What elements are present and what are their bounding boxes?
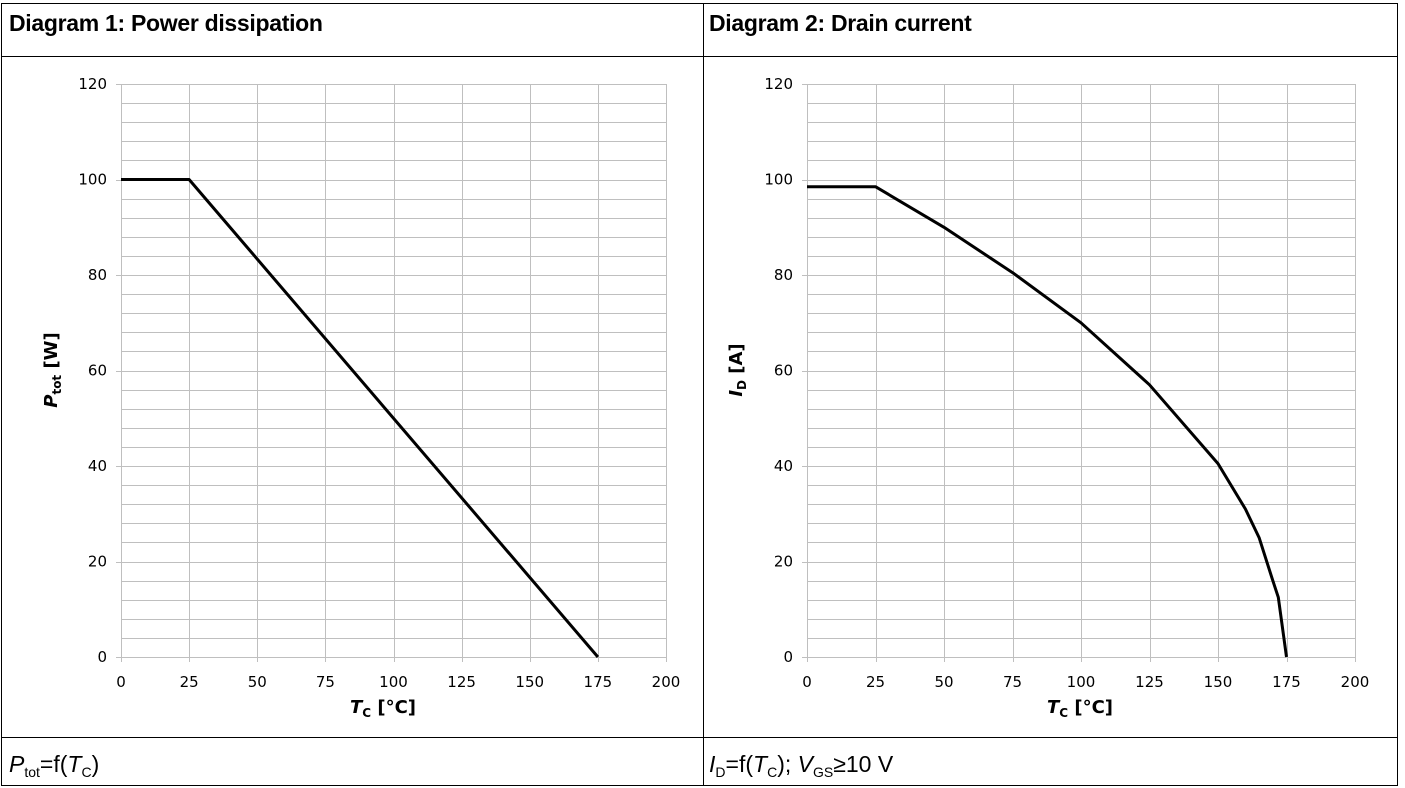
caption-condition-symbol: V [797,751,813,777]
grid [807,84,1356,658]
caption-equals: =f( [39,751,68,777]
caption-equals: =f( [725,751,753,777]
x-axis-label-unit: [°C] [1068,697,1113,718]
y-axis-label-unit: [A] [726,343,747,380]
y-axis-label: Ptot [W] [41,332,64,408]
caption-variable: T [753,751,768,777]
caption-variable-subscript: C [767,764,778,780]
y-tick-label: 40 [774,457,793,475]
caption-close: ); [777,751,798,777]
x-axis-label-subscript: C [1059,706,1068,720]
caption-condition-subscript: GS [812,764,834,780]
x-tick-label: 75 [1003,673,1022,691]
y-tick-label: 0 [97,648,107,666]
x-axis-label-unit: [°C] [371,697,416,718]
y-tick-label: 120 [764,75,793,93]
y-tick-label: 20 [88,553,107,571]
caption-symbol: I [709,751,716,777]
y-tick-label: 20 [774,553,793,571]
title-row-divider [1,56,1397,57]
x-tick-label: 0 [802,673,812,691]
series-line [121,178,600,658]
y-axis-label-symbol: I [726,390,747,397]
x-tick-label: 125 [1135,673,1164,691]
power-dissipation-chart: 0 20 40 60 80 100 120 0 25 50 75 100 125 150 175 200 TC … [41,75,681,720]
left-panel-caption: Ptot=f(TC) [9,751,99,780]
caption-symbol-subscript: tot [24,764,40,780]
x-tick-label: 200 [652,673,681,691]
x-axis-label: TC [°C] [1047,697,1113,720]
right-panel-caption: ID=f(TC); VGS≥10 V [709,751,893,780]
y-tick-label: 0 [783,648,793,666]
y-tick-label: 40 [88,457,107,475]
caption-variable: T [67,751,82,777]
x-tick-label: 200 [1341,673,1370,691]
y-tick-label: 120 [78,75,107,93]
y-tick-label: 60 [88,362,107,380]
x-tick-label: 50 [248,673,267,691]
x-tick-label: 75 [316,673,335,691]
x-tick-label: 0 [116,673,126,691]
x-tick-label: 50 [934,673,953,691]
y-axis-label-subscript: tot [50,375,64,395]
x-tick-label: 100 [379,673,408,691]
y-tick-label: 80 [774,266,793,284]
y-tick-label: 80 [88,266,107,284]
x-tick-label: 125 [447,673,476,691]
caption-symbol: P [9,751,25,777]
y-tick-label: 100 [764,171,793,189]
x-tick-label: 25 [180,673,199,691]
x-tick-label: 175 [1272,673,1301,691]
x-tick-label: 150 [1204,673,1233,691]
y-tick-label: 100 [78,171,107,189]
x-tick-label: 25 [866,673,885,691]
caption-symbol-subscript: D [715,764,726,780]
x-axis-label-symbol: T [350,697,364,718]
panel-divider [703,3,704,785]
caption-close: ) [91,751,100,777]
drain-current-chart: 0 20 40 60 80 100 120 0 25 50 75 100 125 150 175 200 TC … [726,75,1370,720]
y-axis-label-unit: [W] [41,332,62,375]
series-line [807,185,1288,658]
y-tick-label: 60 [774,362,793,380]
caption-variable-subscript: C [81,764,92,780]
y-axis-label-symbol: P [41,395,62,408]
caption-condition-value: ≥10 V [833,751,894,777]
y-axis-label-subscript: D [735,380,749,390]
caption-row-divider [1,737,1397,738]
x-axis-label: TC [°C] [350,697,416,720]
x-tick-label: 100 [1067,673,1096,691]
x-tick-label: 175 [584,673,613,691]
x-axis-label-symbol: T [1047,697,1061,718]
right-panel-title: Diagram 2: Drain current [709,10,972,36]
y-axis-label: ID [A] [726,343,749,396]
grid [121,84,667,658]
x-axis-label-subscript: C [362,706,371,720]
left-panel-title: Diagram 1: Power dissipation [9,10,323,36]
x-tick-label: 150 [515,673,544,691]
